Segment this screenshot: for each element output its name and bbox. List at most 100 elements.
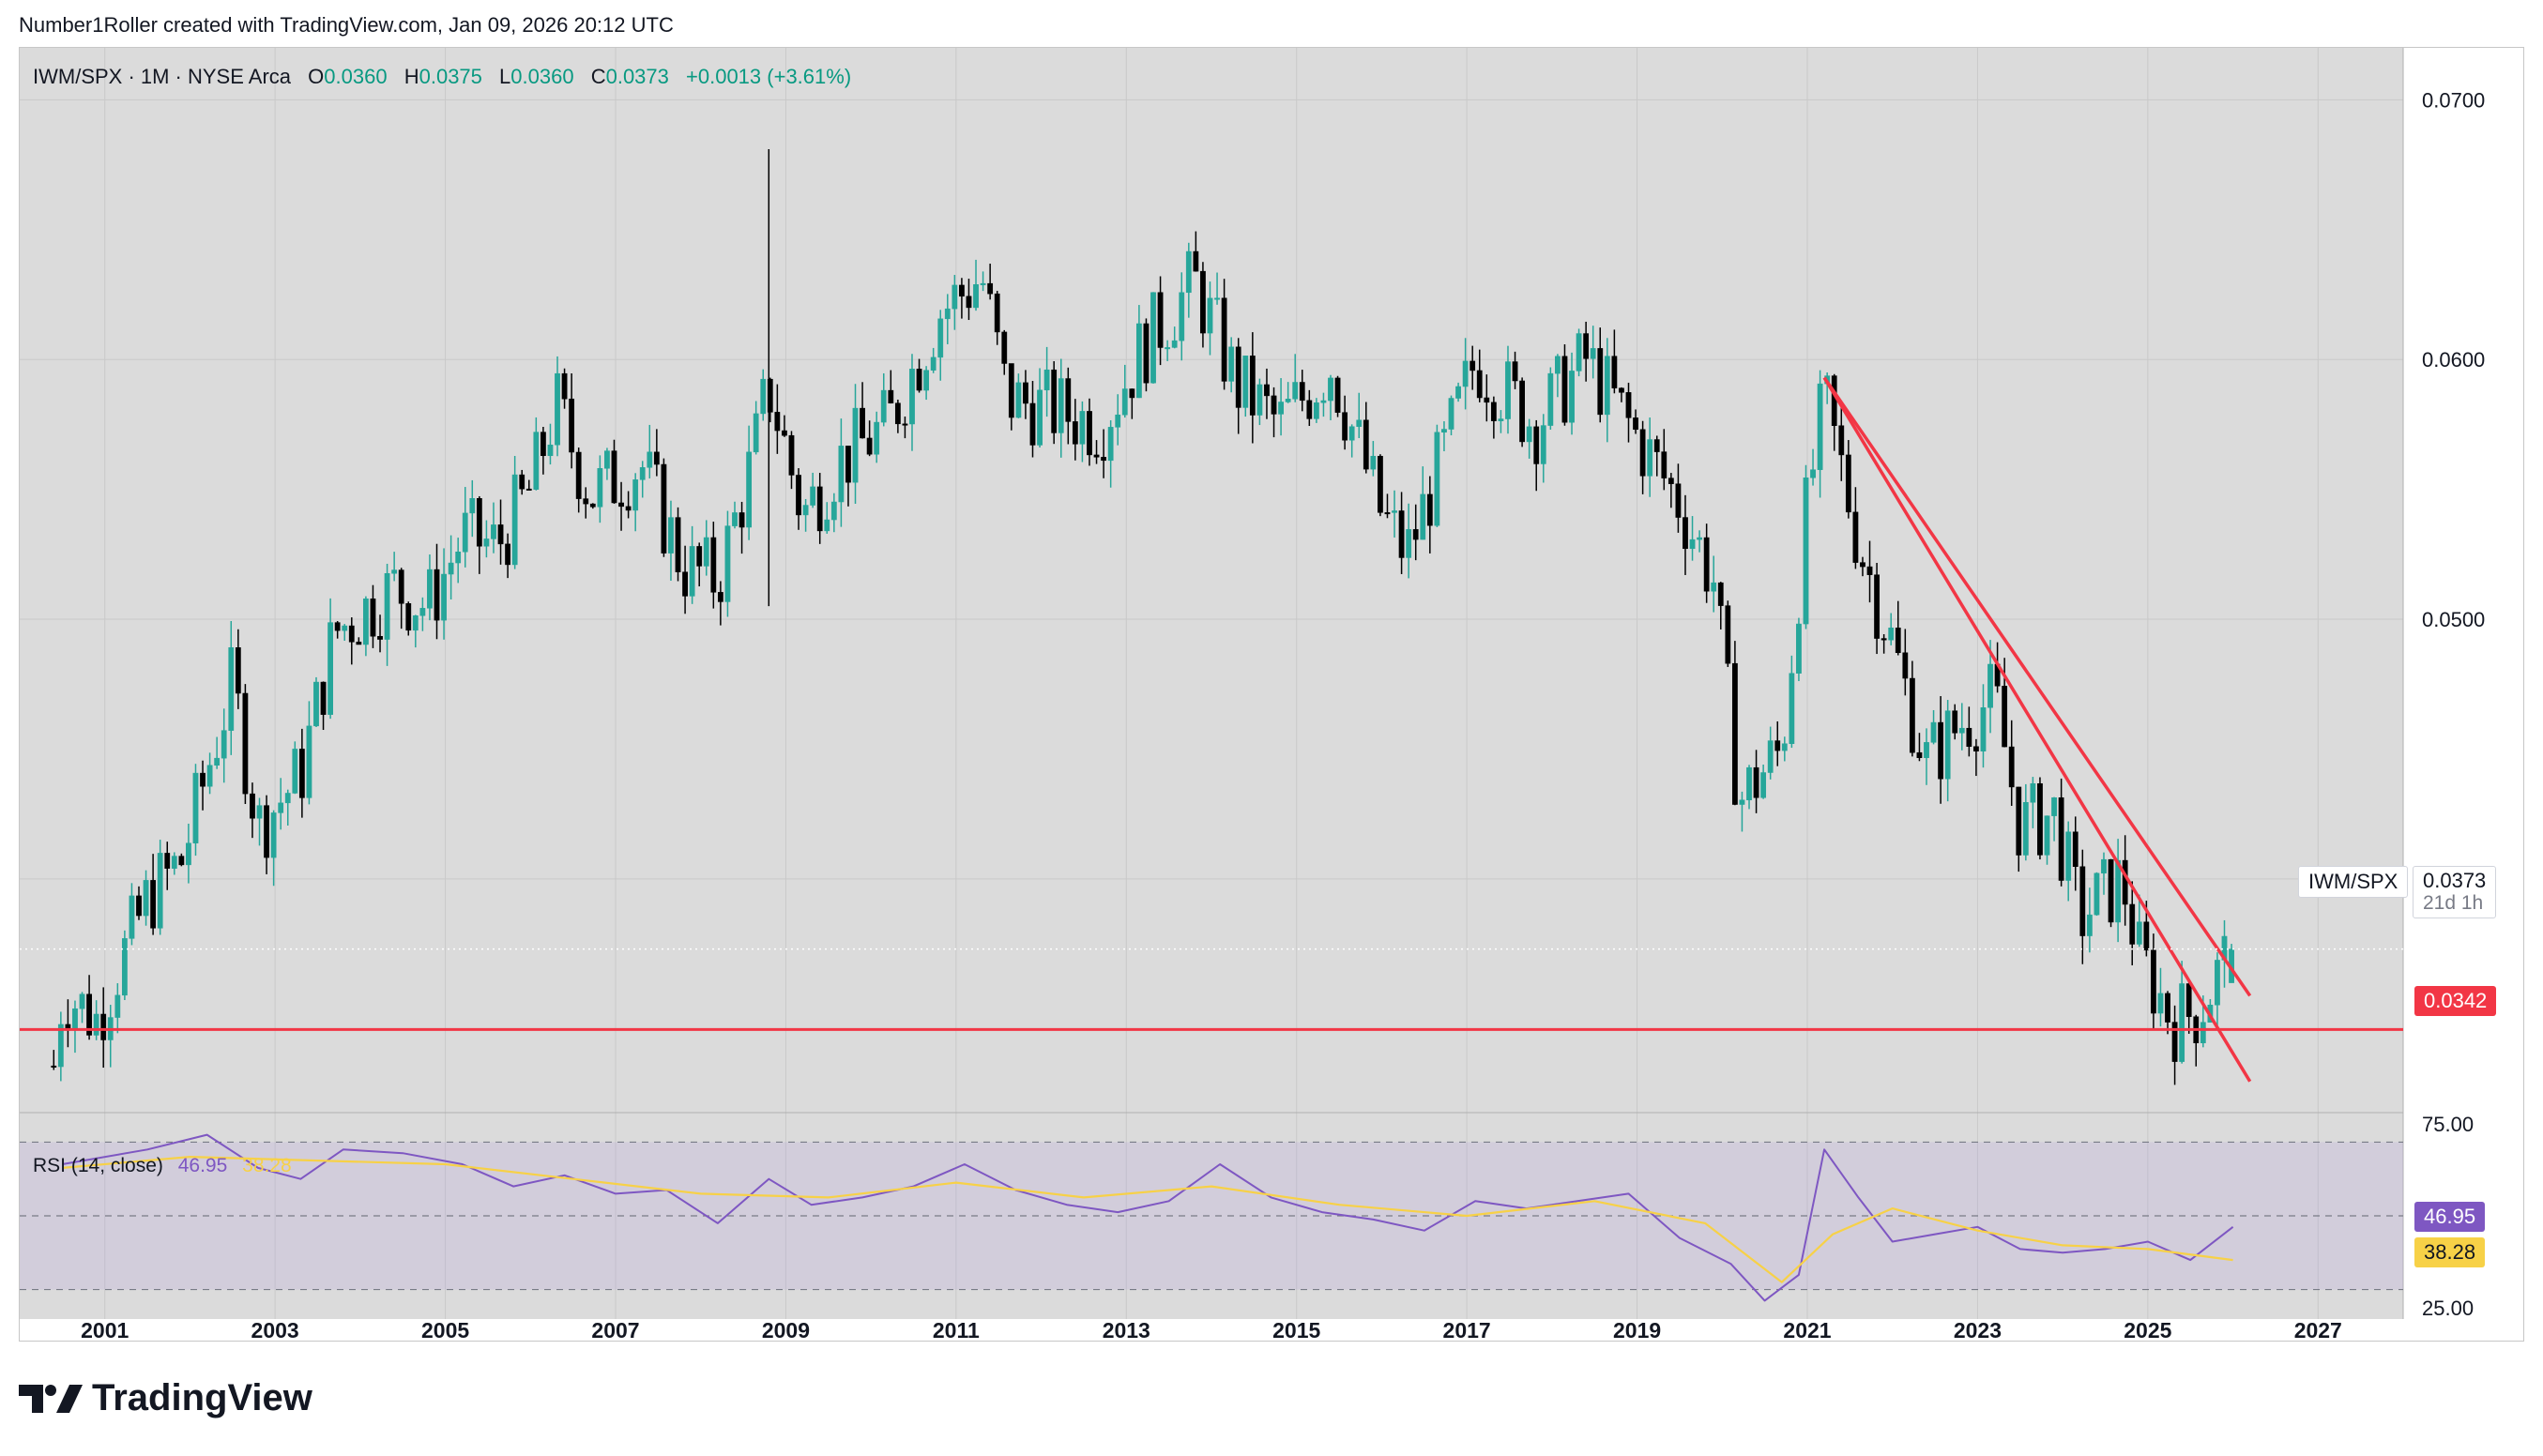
- candle-body: [902, 423, 908, 426]
- candle-body: [1625, 392, 1632, 418]
- candle-body: [483, 538, 490, 547]
- candle-body: [1058, 378, 1064, 433]
- candle-body: [1200, 270, 1206, 334]
- bar-countdown: 21d 1h: [2423, 892, 2484, 914]
- candle-body: [1881, 638, 1887, 641]
- candle-body: [1597, 348, 1604, 416]
- candle-body: [221, 730, 227, 759]
- candle-body: [519, 474, 525, 490]
- trendline: [1822, 376, 2252, 997]
- candle-body: [2143, 921, 2150, 951]
- candle-body: [2030, 782, 2036, 803]
- candle-body: [427, 569, 433, 609]
- candle-body: [178, 856, 185, 866]
- candle-body: [1924, 742, 1929, 758]
- candle-body: [653, 451, 660, 465]
- candle-body: [1378, 455, 1383, 513]
- candle-body: [1476, 370, 1483, 399]
- chart-frame[interactable]: 0.07000.06000.05000.04002001200320052007…: [19, 47, 2524, 1342]
- candle-body: [547, 444, 554, 457]
- candle-body: [1519, 380, 1526, 443]
- candle-body: [2179, 983, 2185, 1062]
- candle-body: [242, 692, 249, 795]
- candle-body: [767, 378, 773, 413]
- candle-body: [2200, 1022, 2206, 1043]
- candle-body: [810, 486, 816, 506]
- symbol-price-tag: IWM/SPX: [2298, 866, 2409, 898]
- candle-body: [1328, 377, 1333, 402]
- candle-body: [348, 625, 355, 643]
- candle-body: [1711, 582, 1717, 592]
- candle-body: [561, 372, 568, 400]
- candle-body: [292, 749, 298, 794]
- candle-body: [1420, 493, 1426, 540]
- candle-body: [1540, 425, 1546, 464]
- candle-body: [1299, 382, 1305, 402]
- candle-body: [1731, 662, 1738, 805]
- candle-body: [569, 398, 575, 453]
- candle-body: [284, 793, 291, 804]
- time-axis-label: 2027: [2294, 1318, 2342, 1342]
- rsi-legend[interactable]: RSI (14, close) 46.95 38.28: [33, 1155, 292, 1177]
- candle-body: [1065, 378, 1072, 422]
- candle-body: [1165, 347, 1171, 350]
- candle-body: [760, 378, 767, 415]
- candle-body: [214, 757, 221, 766]
- candle-body: [796, 475, 801, 516]
- drawing-tools: [20, 376, 2403, 1083]
- candle-body: [618, 502, 624, 508]
- candle-body: [894, 402, 901, 425]
- candle-body: [1717, 582, 1724, 606]
- candle-body: [2058, 797, 2064, 881]
- price-axis-label: 0.0700: [2422, 88, 2485, 112]
- candle-body: [1001, 331, 1008, 364]
- candle-body: [1653, 439, 1660, 452]
- candle-body: [555, 372, 560, 446]
- candle-body: [1249, 356, 1256, 416]
- candle-body: [1313, 402, 1319, 419]
- candle-body: [2115, 859, 2122, 923]
- candle-body: [1015, 382, 1022, 418]
- candle-body: [100, 1013, 107, 1040]
- series-legend: IWM/SPX · 1M · NYSE Arca O0.0360 H0.0375…: [33, 65, 851, 89]
- chart-canvas[interactable]: 0.07000.06000.05000.04002001200320052007…: [20, 48, 2524, 1342]
- candle-body: [1214, 297, 1220, 300]
- candle-body: [1484, 397, 1490, 403]
- candle-body: [469, 498, 476, 514]
- legend-symbol[interactable]: IWM/SPX · 1M · NYSE Arca: [33, 65, 292, 88]
- candle-body: [1271, 395, 1277, 415]
- time-axis-label: 2001: [81, 1318, 129, 1342]
- candle-body: [497, 524, 504, 545]
- candle-body: [192, 772, 199, 843]
- candle-body: [1093, 454, 1100, 458]
- candle-body: [412, 615, 419, 631]
- candle-body: [703, 537, 709, 567]
- candle-body: [1179, 292, 1185, 341]
- candle-body: [852, 407, 859, 483]
- candle-body: [1043, 369, 1050, 391]
- candle-body: [250, 793, 255, 819]
- candle-body: [476, 498, 482, 547]
- candle-body: [732, 512, 738, 526]
- rsi-line: [62, 1133, 2234, 1302]
- candle-body: [370, 598, 376, 637]
- candle-body: [916, 369, 922, 391]
- candle-body: [2185, 983, 2192, 1017]
- candle-body: [1115, 414, 1121, 428]
- time-axis-label: 2005: [421, 1318, 469, 1342]
- candle-body: [1774, 740, 1781, 751]
- candle-body: [802, 505, 809, 516]
- candle-body: [866, 437, 873, 455]
- candle-body: [980, 282, 986, 285]
- rsi-ma-value-tag: 38.28: [2414, 1237, 2486, 1267]
- candle-body: [1590, 348, 1596, 359]
- candle-body: [838, 446, 845, 503]
- candle-body: [1852, 511, 1859, 563]
- candle-body: [121, 938, 128, 996]
- candle-body: [632, 479, 639, 511]
- candle-body: [782, 430, 787, 436]
- rsi-axis-label: 25.00: [2422, 1297, 2474, 1320]
- candle-body: [1221, 297, 1227, 382]
- legend-change: +0.0013 (+3.61%): [686, 65, 852, 88]
- candle-body: [1292, 382, 1299, 400]
